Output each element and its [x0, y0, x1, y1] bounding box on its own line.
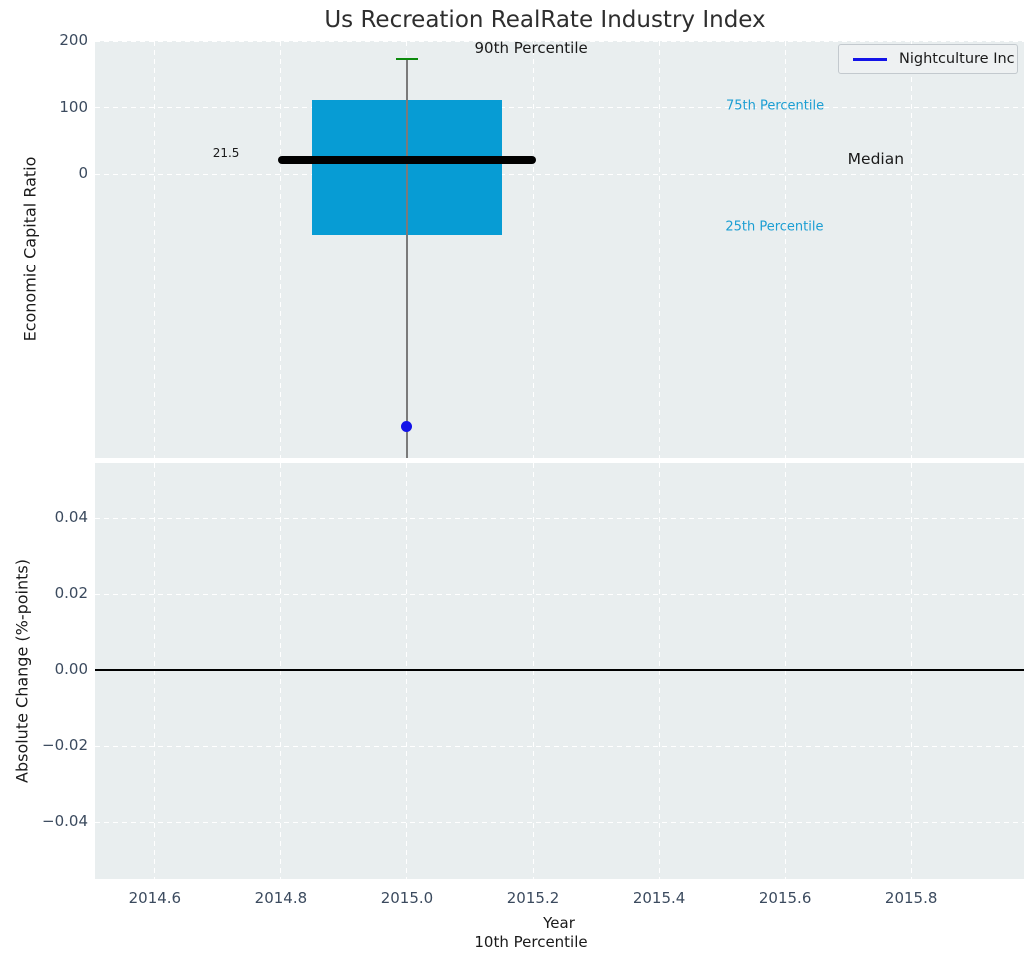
- gridline-horizontal: [95, 173, 1024, 175]
- boxplot-median-line: [277, 155, 537, 164]
- y-tick-label: 200: [59, 31, 88, 49]
- legend: Nightculture Inc: [838, 44, 1018, 74]
- gridline-vertical: [910, 41, 912, 458]
- gridline-horizontal: [95, 517, 1024, 519]
- bottom-plot-area: [95, 463, 1024, 879]
- y-tick-label: −0.02: [42, 736, 88, 755]
- x-tick-label: 2014.6: [128, 889, 182, 907]
- gridline-vertical: [784, 41, 786, 458]
- y-tick-label: 100: [59, 97, 88, 116]
- legend-line-sample: [853, 57, 887, 61]
- x-tick-label: 2015.4: [632, 889, 686, 907]
- gridline-vertical: [784, 463, 786, 879]
- y-tick-label: −0.04: [42, 812, 88, 830]
- boxplot-whisker: [406, 58, 408, 458]
- top-plot-area: 90th Percentile 75th Percentile Median 25th…: [95, 38, 1024, 458]
- y-tick-label: 0.04: [54, 508, 88, 527]
- gridline-vertical: [658, 41, 660, 458]
- company-data-point: [401, 420, 413, 432]
- gridline-horizontal: [95, 821, 1024, 823]
- annotation-p90-label: 90th Percentile: [474, 38, 588, 57]
- gridline-horizontal: [95, 107, 1024, 108]
- zero-line: [95, 669, 1024, 671]
- x-tick-label: 2015.8: [884, 889, 938, 907]
- gridline-vertical: [154, 41, 156, 458]
- gridline-vertical: [532, 41, 534, 458]
- y-tick-label: 0: [78, 164, 88, 182]
- gridline-vertical: [280, 463, 282, 879]
- legend-label: Nightculture Inc: [899, 51, 1015, 67]
- x-tick-label: 2015.2: [506, 889, 560, 907]
- x-tick-label: 2015.6: [758, 889, 812, 907]
- x-tick-label: 2015.0: [380, 889, 434, 907]
- gridline-vertical: [406, 463, 408, 879]
- x-tick-label: 2014.8: [254, 889, 308, 907]
- x-axis-label: Year: [543, 914, 575, 932]
- gridline-vertical: [280, 41, 282, 458]
- chart-title: Us Recreation RealRate Industry Index: [324, 7, 766, 33]
- y-tick-label: 0.00: [54, 660, 88, 679]
- annotation-p75-label: 75th Percentile: [725, 98, 825, 114]
- gridline-vertical: [658, 463, 660, 879]
- y-axis-label-top: Economic Capital Ratio: [20, 156, 40, 342]
- gridline-horizontal: [95, 745, 1024, 747]
- boxplot-cap-90th: [396, 57, 418, 61]
- annotation-p25-label: 25th Percentile: [725, 219, 824, 235]
- x-axis-sublabel-10th-percentile: 10th Percentile: [474, 933, 588, 951]
- gridline-horizontal: [95, 593, 1024, 595]
- annotation-median-label: Median: [847, 149, 905, 168]
- gridline-vertical: [910, 463, 912, 879]
- annotation-median-value: 21.5: [212, 145, 240, 160]
- gridline-horizontal: [95, 40, 1024, 42]
- gridline-vertical: [532, 463, 534, 879]
- y-tick-label: 0.02: [54, 584, 88, 603]
- gridline-vertical: [154, 463, 156, 879]
